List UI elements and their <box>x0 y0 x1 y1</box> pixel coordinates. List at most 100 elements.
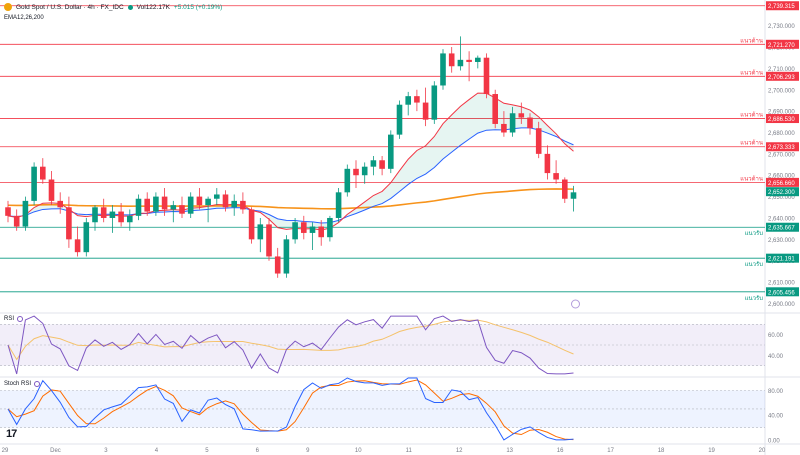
candle-body <box>153 196 159 212</box>
price-level-tag: แนวต้าน <box>740 37 763 44</box>
volume-readout: Vol122.17K <box>136 3 170 11</box>
rsi-line <box>7 315 574 375</box>
indicator-legend[interactable]: EMA12,26,200 <box>4 15 44 21</box>
price-level-label: 2,739.315 <box>768 4 795 10</box>
candle-body <box>457 59 464 67</box>
x-tick-label: 12 <box>456 448 463 454</box>
price-level-label: 2,706.293 <box>768 75 795 81</box>
candle-body <box>100 207 107 218</box>
rsi-label-text: RSI <box>4 316 15 322</box>
candle-body <box>83 222 90 253</box>
candle-body <box>544 153 551 174</box>
change-readout: +5.015 (+0.19%) <box>173 3 223 11</box>
stoch-tick-label: 40.00 <box>768 414 784 420</box>
stoch-k-line <box>7 377 574 441</box>
candle-body <box>170 205 177 210</box>
price-level-badge <box>766 71 799 81</box>
last-price-label: 2,652.300 <box>768 190 795 196</box>
gold-logo-icon <box>4 3 12 11</box>
price-level-label: 2,721.270 <box>768 43 795 49</box>
x-tick-label: 18 <box>658 448 665 454</box>
candle-body <box>301 222 307 233</box>
price-level-badge <box>766 177 799 187</box>
candle-body <box>466 59 472 62</box>
candle-body <box>31 166 37 201</box>
settings-icon[interactable] <box>17 316 24 322</box>
candle-body <box>388 134 394 169</box>
market-open-dot-icon <box>127 4 133 10</box>
candle-body <box>222 194 229 208</box>
y-tick-label: 2,700.000 <box>768 88 795 94</box>
candle-body <box>344 168 351 193</box>
candle-body <box>92 207 98 223</box>
rsi-pane-label[interactable]: RSI <box>4 316 24 322</box>
candle-body <box>109 211 116 218</box>
y-tick-label: 2,600.000 <box>768 302 795 308</box>
price-level-label: 2,621.191 <box>768 257 795 263</box>
price-level-badge <box>766 1 799 11</box>
candle-body <box>179 205 185 214</box>
y-tick-label: 2,730.000 <box>768 24 795 30</box>
tradingview-logo[interactable]: 17 <box>6 428 17 440</box>
ema-cloud <box>8 93 574 230</box>
event-flag-icon <box>571 299 580 309</box>
x-tick-label: 4 <box>155 448 159 454</box>
y-tick-label: 2,650.000 <box>768 195 795 201</box>
price-level-badge <box>766 39 799 49</box>
candle-body <box>448 53 455 67</box>
candle-body <box>535 128 542 154</box>
y-tick-label: 2,670.000 <box>768 152 795 158</box>
candle-body <box>214 194 220 199</box>
symbol-title[interactable]: Gold Spot / U.S. Dollar · 4h · FX_IDC <box>16 3 124 11</box>
candle-body <box>562 179 568 199</box>
x-tick-label: 20 <box>759 448 766 454</box>
stoch-tick-label: 0.00 <box>768 438 780 444</box>
x-tick-label: 17 <box>607 448 614 454</box>
price-level-tag: แนวต้าน <box>740 112 763 119</box>
candle-body <box>396 104 403 135</box>
candle-body <box>231 200 237 208</box>
candle-body <box>492 94 498 124</box>
y-tick-label: 2,660.000 <box>768 174 795 180</box>
price-level-tag: แนวรับ <box>745 295 764 302</box>
stoch-label-text: Stoch RSI <box>4 381 32 387</box>
y-tick-label: 2,680.000 <box>768 131 795 137</box>
price-level-badge <box>766 142 799 152</box>
candle-body <box>248 209 255 240</box>
y-tick-label: 2,630.000 <box>768 238 795 244</box>
settings-icon[interactable] <box>34 381 41 387</box>
candle-body <box>527 117 533 129</box>
rsi-tick-label: 40.00 <box>768 354 784 360</box>
y-tick-label: 2,690.000 <box>768 110 795 116</box>
candle-body <box>422 102 429 120</box>
candle-body <box>440 53 446 86</box>
candle-body <box>553 173 559 180</box>
price-level-badge <box>766 253 799 263</box>
x-tick-label: 9 <box>306 448 310 454</box>
candle-body <box>292 222 298 240</box>
candle-body <box>240 200 246 210</box>
candle-body <box>370 160 377 167</box>
price-level-label: 2,635.667 <box>768 226 795 232</box>
candle-body <box>283 239 290 274</box>
x-tick-label: 3 <box>104 448 108 454</box>
rsi-tick-label: 60.00 <box>768 333 784 339</box>
chart-header: Gold Spot / U.S. Dollar · 4h · FX_IDC Vo… <box>4 3 222 11</box>
candle-body <box>196 196 203 206</box>
candle-body <box>309 226 316 233</box>
x-tick-label: 29 <box>2 448 9 454</box>
price-level-tag: แนวต้าน <box>740 175 763 182</box>
stoch-pane-label[interactable]: Stoch RSI <box>4 381 41 387</box>
x-tick-label: 11 <box>406 448 413 454</box>
price-level-label: 2,686.530 <box>768 117 795 123</box>
candle-body <box>379 160 385 169</box>
candle-body <box>475 57 481 62</box>
candle-body <box>431 85 438 120</box>
candle-body <box>327 217 333 238</box>
price-level-tag: แนวรับ <box>745 261 764 268</box>
candle-body <box>118 211 124 223</box>
candle-body <box>570 192 577 199</box>
candle-body <box>483 57 490 95</box>
candle-body <box>57 200 63 208</box>
